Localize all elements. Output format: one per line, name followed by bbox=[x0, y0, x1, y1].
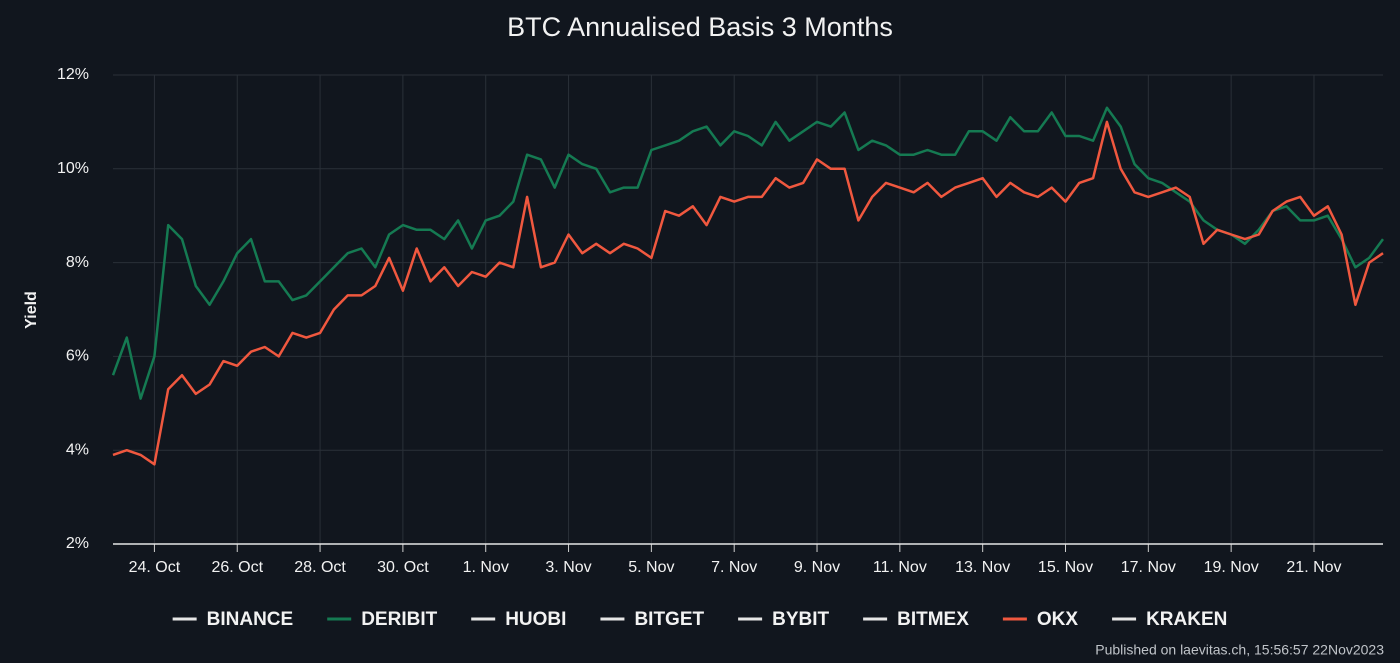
y-tick-label: 2% bbox=[66, 535, 89, 552]
x-tick-label: 21. Nov bbox=[1286, 559, 1341, 576]
x-tick-label: 15. Nov bbox=[1038, 559, 1093, 576]
legend-label: OKX bbox=[1037, 609, 1079, 630]
y-tick-label: 8% bbox=[66, 254, 89, 271]
legend-label: BITMEX bbox=[897, 609, 969, 630]
x-tick-label: 28. Oct bbox=[294, 559, 346, 576]
x-tick-label: 17. Nov bbox=[1121, 559, 1176, 576]
x-tick-label: 11. Nov bbox=[873, 559, 927, 576]
x-tick-label: 7. Nov bbox=[711, 559, 757, 576]
x-tick-label: 19. Nov bbox=[1204, 559, 1259, 576]
legend-label: KRAKEN bbox=[1146, 609, 1227, 630]
y-tick-label: 12% bbox=[57, 66, 89, 83]
legend-label: BYBIT bbox=[772, 609, 829, 630]
x-tick-label: 9. Nov bbox=[794, 559, 840, 576]
y-tick-label: 6% bbox=[66, 348, 89, 365]
x-tick-label: 3. Nov bbox=[545, 559, 591, 576]
series-line bbox=[112, 120, 1384, 466]
y-tick-label: 4% bbox=[66, 441, 89, 458]
x-tick-label: 5. Nov bbox=[628, 559, 674, 576]
x-tick-label: 24. Oct bbox=[129, 559, 181, 576]
legend-label: HUOBI bbox=[505, 609, 566, 630]
footnote: Published on laevitas.ch, 15:56:57 22Nov… bbox=[1095, 642, 1384, 658]
legend: BINANCE DERIBIT HUOBI BITGET BYBIT BITMEX OKX K… bbox=[172, 609, 1227, 630]
legend-label: DERIBIT bbox=[361, 609, 437, 630]
y-tick-label: 10% bbox=[57, 160, 89, 177]
chart-title: BTC Annualised Basis 3 Months bbox=[507, 12, 893, 42]
x-tick-label: 1. Nov bbox=[463, 559, 509, 576]
x-tick-label: 13. Nov bbox=[955, 559, 1010, 576]
x-tick-label: 30. Oct bbox=[377, 559, 429, 576]
legend-label: BINANCE bbox=[207, 609, 294, 630]
y-axis-label: Yield bbox=[23, 291, 40, 329]
x-tick-label: 26. Oct bbox=[211, 559, 263, 576]
legend-label: BITGET bbox=[634, 609, 704, 630]
